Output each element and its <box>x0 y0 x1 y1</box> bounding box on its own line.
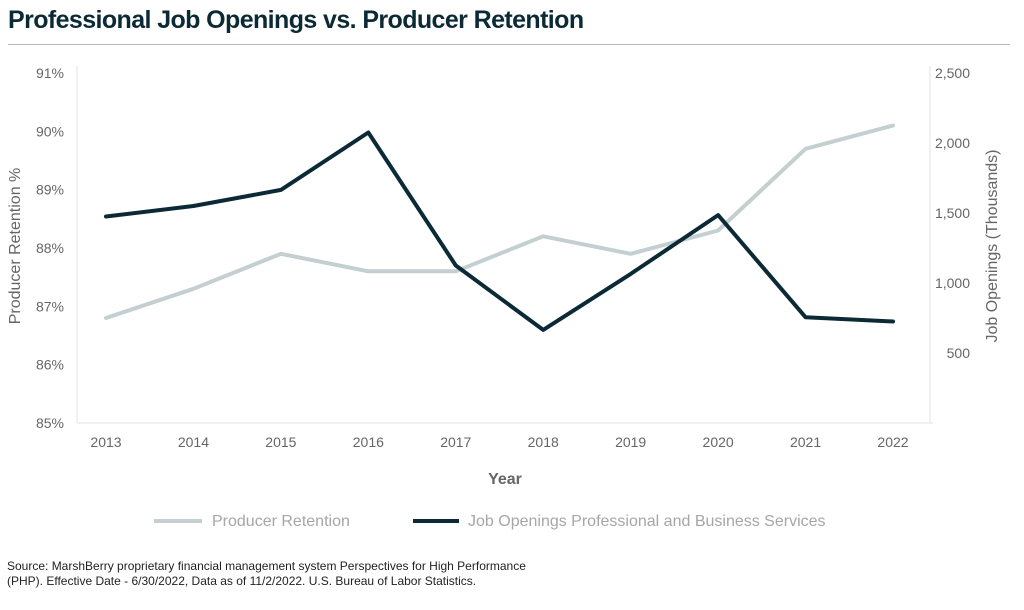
source-line-1: Source: MarshBerry proprietary financial… <box>7 559 526 573</box>
y-left-tick-label: 91% <box>36 65 64 81</box>
x-axis-title: Year <box>488 471 522 488</box>
y-right-tick-label: 2,000 <box>935 135 970 151</box>
left-tick-labels: 85% 86% 87% 88% 89% 90% 91% <box>36 65 64 431</box>
source-line-2: (PHP). Effective Date - 6/30/2022, Data … <box>7 574 477 588</box>
legend-label-producer-retention: Producer Retention <box>212 513 350 530</box>
x-tick-label: 2015 <box>265 434 296 450</box>
y-right-tick-label: 1,000 <box>935 275 970 291</box>
x-tick-label: 2022 <box>877 434 908 450</box>
x-tick-labels: 2013 2014 2015 2016 2017 2018 2019 2020 2021 2022 <box>90 434 908 450</box>
y-left-tick-label: 87% <box>36 298 64 314</box>
y-left-tick-label: 90% <box>36 123 64 139</box>
x-tick-label: 2021 <box>790 434 821 450</box>
legend-label-job-openings: Job Openings Professional and Business S… <box>468 513 826 530</box>
y-right-tick-label: 1,500 <box>935 205 970 221</box>
legend: Producer Retention Job Openings Professi… <box>154 513 826 530</box>
x-tick-label: 2020 <box>703 434 734 450</box>
title-divider <box>8 44 1010 45</box>
y-left-tick-label: 88% <box>36 240 64 256</box>
series-line-producer-retention <box>104 123 895 320</box>
y-right-tick-label: 500 <box>947 345 971 361</box>
x-tick-label: 2019 <box>615 434 646 450</box>
y-left-tick-label: 85% <box>36 415 64 431</box>
y-left-tick-label: 86% <box>36 357 64 373</box>
x-tick-label: 2018 <box>528 434 559 450</box>
y-right-tick-label: 2,500 <box>935 65 970 81</box>
x-tick-label: 2013 <box>90 434 121 450</box>
right-tick-labels: 500 1,000 1,500 2,000 2,500 <box>935 65 970 361</box>
series-line-job-openings <box>104 130 895 332</box>
chart: 85% 86% 87% 88% 89% 90% 91% 500 1,000 1,500 2,000… <box>7 65 1001 530</box>
x-tick-label: 2017 <box>440 434 471 450</box>
chart-title: Professional Job Openings vs. Producer R… <box>8 6 584 34</box>
y-left-tick-label: 89% <box>36 182 64 198</box>
x-tick-label: 2016 <box>353 434 384 450</box>
right-axis-title: Job Openings (Thousands) <box>984 150 1001 343</box>
left-axis-title: Producer Retention % <box>7 168 24 325</box>
x-tick-label: 2014 <box>178 434 209 450</box>
source-note: Source: MarshBerry proprietary financial… <box>7 559 526 589</box>
series-lines <box>104 123 895 332</box>
